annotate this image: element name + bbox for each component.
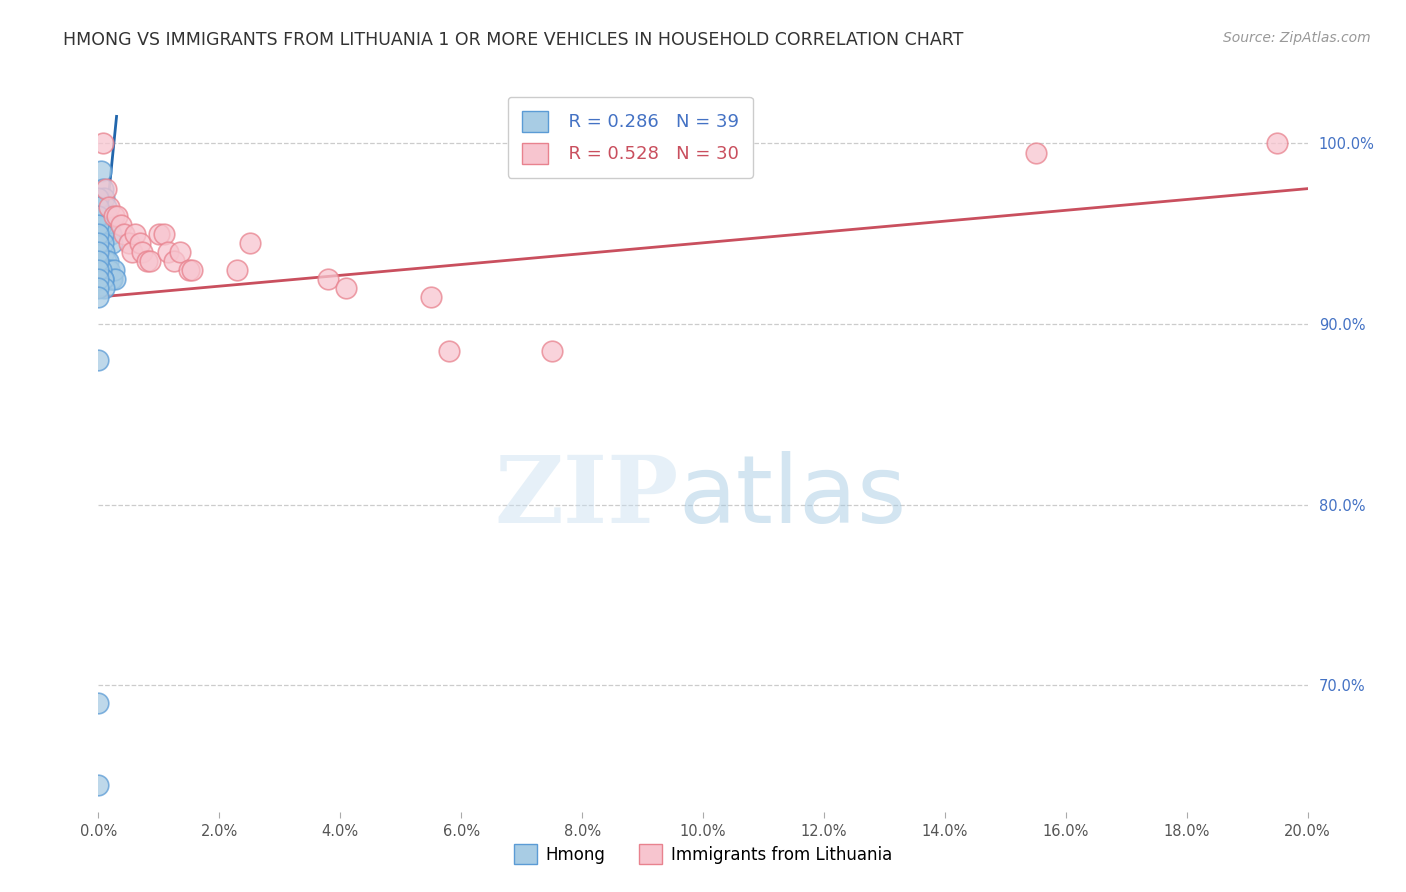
Text: Source: ZipAtlas.com: Source: ZipAtlas.com bbox=[1223, 31, 1371, 45]
Point bbox=[179, 263, 201, 277]
Point bbox=[118, 235, 141, 250]
Point bbox=[420, 290, 443, 304]
Point bbox=[87, 218, 110, 232]
Point bbox=[87, 227, 110, 241]
Point bbox=[91, 227, 114, 241]
Point bbox=[87, 263, 110, 277]
Point bbox=[91, 272, 114, 286]
Point bbox=[87, 191, 110, 205]
Point bbox=[87, 281, 110, 295]
Point bbox=[87, 272, 110, 286]
Point bbox=[100, 272, 122, 286]
Point bbox=[124, 227, 146, 241]
Point bbox=[112, 227, 135, 241]
Point bbox=[163, 253, 186, 268]
Point bbox=[335, 281, 357, 295]
Point bbox=[110, 218, 132, 232]
Point bbox=[1024, 145, 1046, 160]
Point bbox=[87, 290, 110, 304]
Point bbox=[98, 263, 121, 277]
Point bbox=[103, 263, 125, 277]
Point bbox=[87, 235, 110, 250]
Point bbox=[437, 344, 460, 359]
Point bbox=[98, 218, 121, 232]
Point bbox=[1267, 136, 1289, 151]
Point bbox=[226, 263, 249, 277]
Point bbox=[93, 244, 115, 259]
Point bbox=[90, 163, 112, 178]
Point bbox=[90, 218, 112, 232]
Legend: Hmong, Immigrants from Lithuania: Hmong, Immigrants from Lithuania bbox=[508, 838, 898, 871]
Point bbox=[94, 200, 117, 214]
Point bbox=[100, 272, 122, 286]
Point bbox=[156, 244, 179, 259]
Point bbox=[87, 209, 110, 223]
Point bbox=[93, 191, 115, 205]
Point bbox=[105, 209, 128, 223]
Point bbox=[135, 253, 157, 268]
Point bbox=[87, 244, 110, 259]
Point bbox=[91, 136, 114, 151]
Point bbox=[121, 244, 143, 259]
Point bbox=[152, 227, 174, 241]
Point bbox=[98, 200, 121, 214]
Point bbox=[87, 697, 110, 711]
Point bbox=[90, 263, 112, 277]
Point bbox=[128, 235, 150, 250]
Legend:   R = 0.286   N = 39,   R = 0.528   N = 30: R = 0.286 N = 39, R = 0.528 N = 30 bbox=[508, 96, 754, 178]
Point bbox=[139, 253, 162, 268]
Point bbox=[91, 272, 114, 286]
Point bbox=[87, 253, 110, 268]
Point bbox=[103, 209, 125, 223]
Text: ZIP: ZIP bbox=[495, 452, 679, 542]
Point bbox=[87, 353, 110, 368]
Point bbox=[97, 253, 120, 268]
Point bbox=[148, 227, 170, 241]
Point bbox=[181, 263, 204, 277]
Point bbox=[100, 235, 122, 250]
Point bbox=[91, 235, 114, 250]
Text: HMONG VS IMMIGRANTS FROM LITHUANIA 1 OR MORE VEHICLES IN HOUSEHOLD CORRELATION C: HMONG VS IMMIGRANTS FROM LITHUANIA 1 OR … bbox=[63, 31, 963, 49]
Point bbox=[91, 181, 114, 195]
Point bbox=[87, 200, 110, 214]
Point bbox=[100, 227, 122, 241]
Point bbox=[96, 209, 118, 223]
Point bbox=[104, 272, 127, 286]
Point bbox=[239, 235, 262, 250]
Point bbox=[94, 253, 117, 268]
Point bbox=[93, 281, 115, 295]
Point bbox=[169, 244, 191, 259]
Point bbox=[131, 244, 153, 259]
Point bbox=[87, 778, 110, 792]
Point bbox=[316, 272, 339, 286]
Text: atlas: atlas bbox=[679, 451, 907, 543]
Point bbox=[94, 181, 117, 195]
Point bbox=[540, 344, 562, 359]
Point bbox=[96, 263, 118, 277]
